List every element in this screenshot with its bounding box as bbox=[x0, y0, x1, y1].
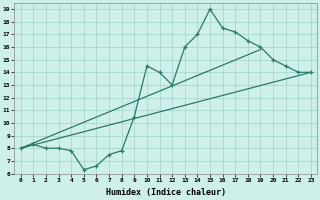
X-axis label: Humidex (Indice chaleur): Humidex (Indice chaleur) bbox=[106, 188, 226, 197]
